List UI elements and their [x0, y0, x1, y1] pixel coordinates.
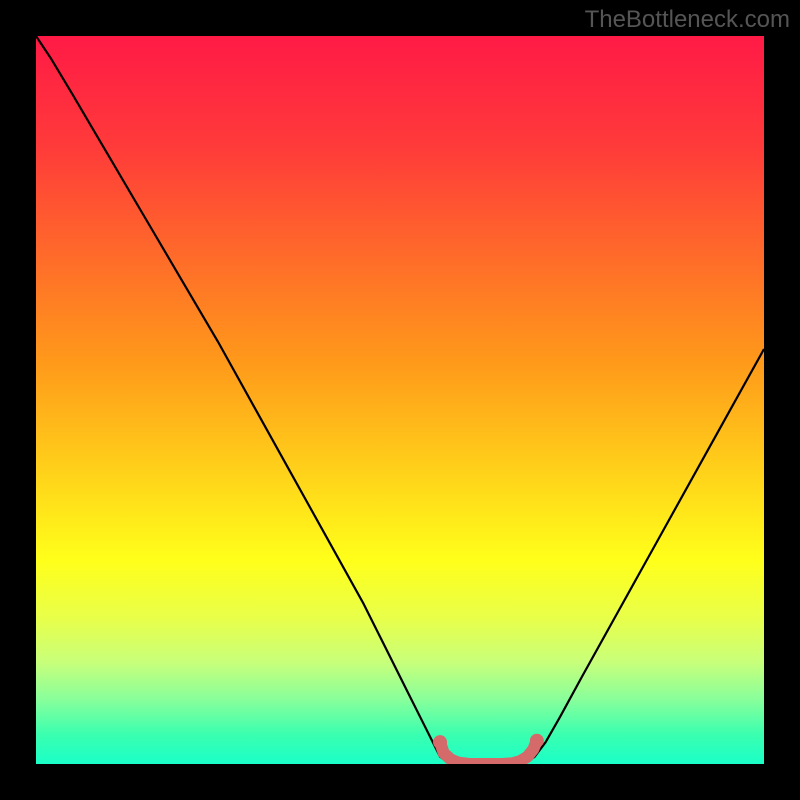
optimal-range-end-marker [530, 734, 544, 748]
gradient-background [36, 36, 764, 764]
optimal-range-start-marker [433, 735, 447, 749]
bottleneck-chart [0, 0, 800, 800]
watermark-text: TheBottleneck.com [585, 6, 790, 34]
